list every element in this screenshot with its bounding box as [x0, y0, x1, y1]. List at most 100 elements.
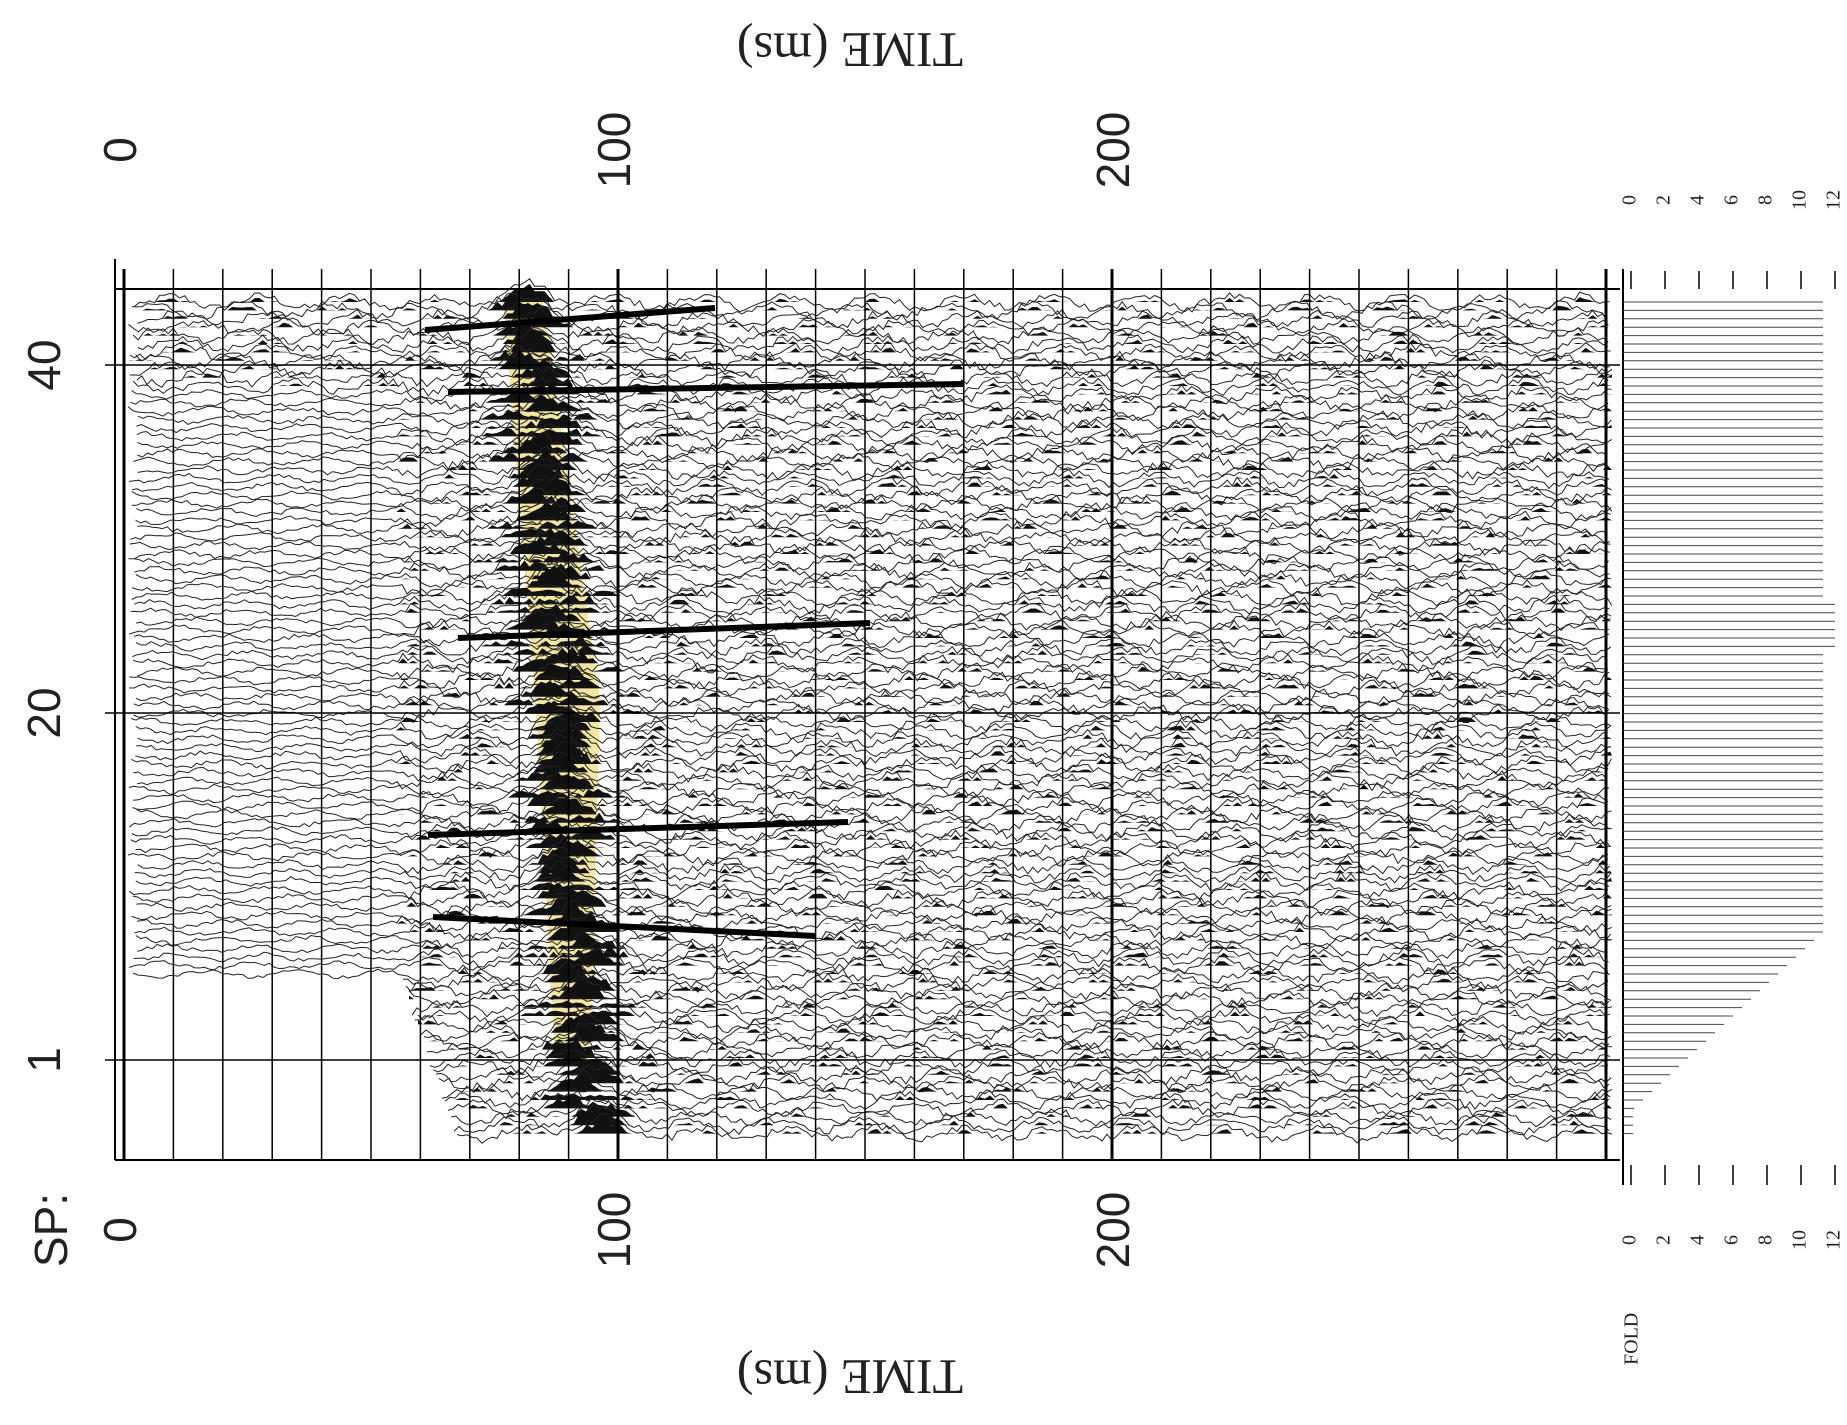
trace — [137, 765, 1608, 792]
trace — [128, 806, 1610, 834]
trace — [129, 344, 1610, 372]
trace-fill — [133, 323, 1612, 336]
pick-line — [424, 305, 716, 333]
trace-fill — [131, 711, 1613, 722]
trace — [447, 1090, 1609, 1119]
trace — [132, 640, 1608, 665]
trace — [131, 896, 1612, 926]
trace — [132, 317, 1609, 346]
trace — [136, 792, 1612, 825]
trace — [131, 582, 1613, 607]
trace-fill — [415, 1010, 1612, 1016]
trace — [450, 1096, 1612, 1128]
trace — [136, 899, 1613, 934]
trace — [429, 1038, 1611, 1069]
frame-group — [115, 288, 1620, 1161]
trace — [137, 297, 1609, 330]
trace — [444, 1088, 1611, 1111]
trace — [130, 601, 1611, 624]
trace — [136, 411, 1612, 439]
trace — [132, 643, 1609, 674]
fold-tick-label-bottom: 12 — [1823, 1230, 1845, 1250]
fold-tick-label-top: 4 — [1687, 195, 1709, 205]
trace-fill — [131, 587, 1612, 596]
fold-tick-label-bottom: 2 — [1653, 1235, 1675, 1245]
trace — [137, 446, 1608, 481]
sp-label: SP: — [25, 1193, 77, 1267]
trace — [132, 365, 1609, 397]
trace — [132, 952, 1609, 985]
time-title-bottom: TIME (ms) — [737, 1350, 963, 1406]
trace-fill — [442, 1074, 1612, 1092]
trace — [432, 1048, 1609, 1077]
fold-title: FOLD — [1621, 1313, 1643, 1365]
trace — [136, 725, 1612, 758]
time-tick-label-bottom: 100 — [588, 1192, 640, 1269]
time-tick-label-top: 0 — [94, 137, 146, 163]
trace — [441, 1069, 1613, 1102]
trace-fill — [451, 1102, 1612, 1117]
pick-line — [432, 914, 816, 939]
trace — [130, 824, 1611, 850]
time-tick-label-bottom: 0 — [94, 1217, 146, 1243]
trace — [135, 733, 1611, 767]
trace — [137, 931, 1608, 960]
trace — [133, 783, 1609, 808]
trace — [137, 320, 1608, 355]
trace — [135, 628, 1612, 657]
trace — [135, 491, 1612, 523]
fold-tick-label-top: 0 — [1619, 195, 1641, 205]
fold-tick-label-bottom: 4 — [1687, 1235, 1709, 1245]
fold-tick-label-top: 10 — [1789, 190, 1811, 210]
trace — [137, 715, 1608, 750]
fold-tick-label-top: 2 — [1653, 195, 1675, 205]
trace — [135, 675, 1612, 707]
trace — [135, 917, 1612, 951]
trace-fill — [133, 701, 1613, 714]
trace-fill — [130, 606, 1613, 613]
trace — [134, 535, 1610, 565]
trace-fill — [134, 560, 1612, 571]
trace — [411, 994, 1613, 1018]
trace — [127, 835, 1609, 867]
trace — [133, 751, 1609, 783]
trace — [133, 447, 1609, 473]
time-tick-label-top: 100 — [588, 112, 640, 189]
trace — [130, 522, 1611, 548]
trace — [456, 1112, 1613, 1144]
fold-tick-label-bottom: 6 — [1721, 1235, 1743, 1245]
trace-fill — [430, 1044, 1612, 1058]
sp-tick-label: 40 — [18, 339, 70, 390]
trace — [136, 422, 1613, 447]
trace-fill — [136, 427, 1612, 437]
trace — [132, 787, 1608, 816]
trace — [129, 672, 1610, 699]
fold-tick-label-bottom: 8 — [1755, 1235, 1777, 1245]
trace — [135, 500, 1611, 531]
time-title-top: TIME (ms) — [737, 23, 963, 79]
trace — [132, 463, 1608, 498]
trace-fill — [130, 830, 1612, 840]
pick-line — [447, 381, 964, 395]
fold-tick-label-top: 6 — [1721, 195, 1743, 205]
trace — [133, 617, 1610, 649]
trace — [132, 292, 1608, 321]
trace — [134, 853, 1611, 884]
trace — [135, 707, 1612, 741]
trace — [133, 940, 1609, 968]
fold-tick-label-top: 12 — [1823, 190, 1845, 210]
trace — [128, 769, 1609, 800]
trace-fill — [129, 677, 1612, 689]
trace-fill — [130, 389, 1613, 403]
fold-tick-label-top: 8 — [1755, 195, 1777, 205]
sp-tick-label: 20 — [18, 687, 70, 738]
trace-fill — [133, 788, 1612, 798]
trace — [137, 514, 1608, 540]
trace — [137, 843, 1609, 875]
trace — [137, 431, 1608, 464]
pick-line — [427, 819, 849, 838]
trace — [137, 426, 1608, 456]
trace — [453, 1102, 1610, 1136]
